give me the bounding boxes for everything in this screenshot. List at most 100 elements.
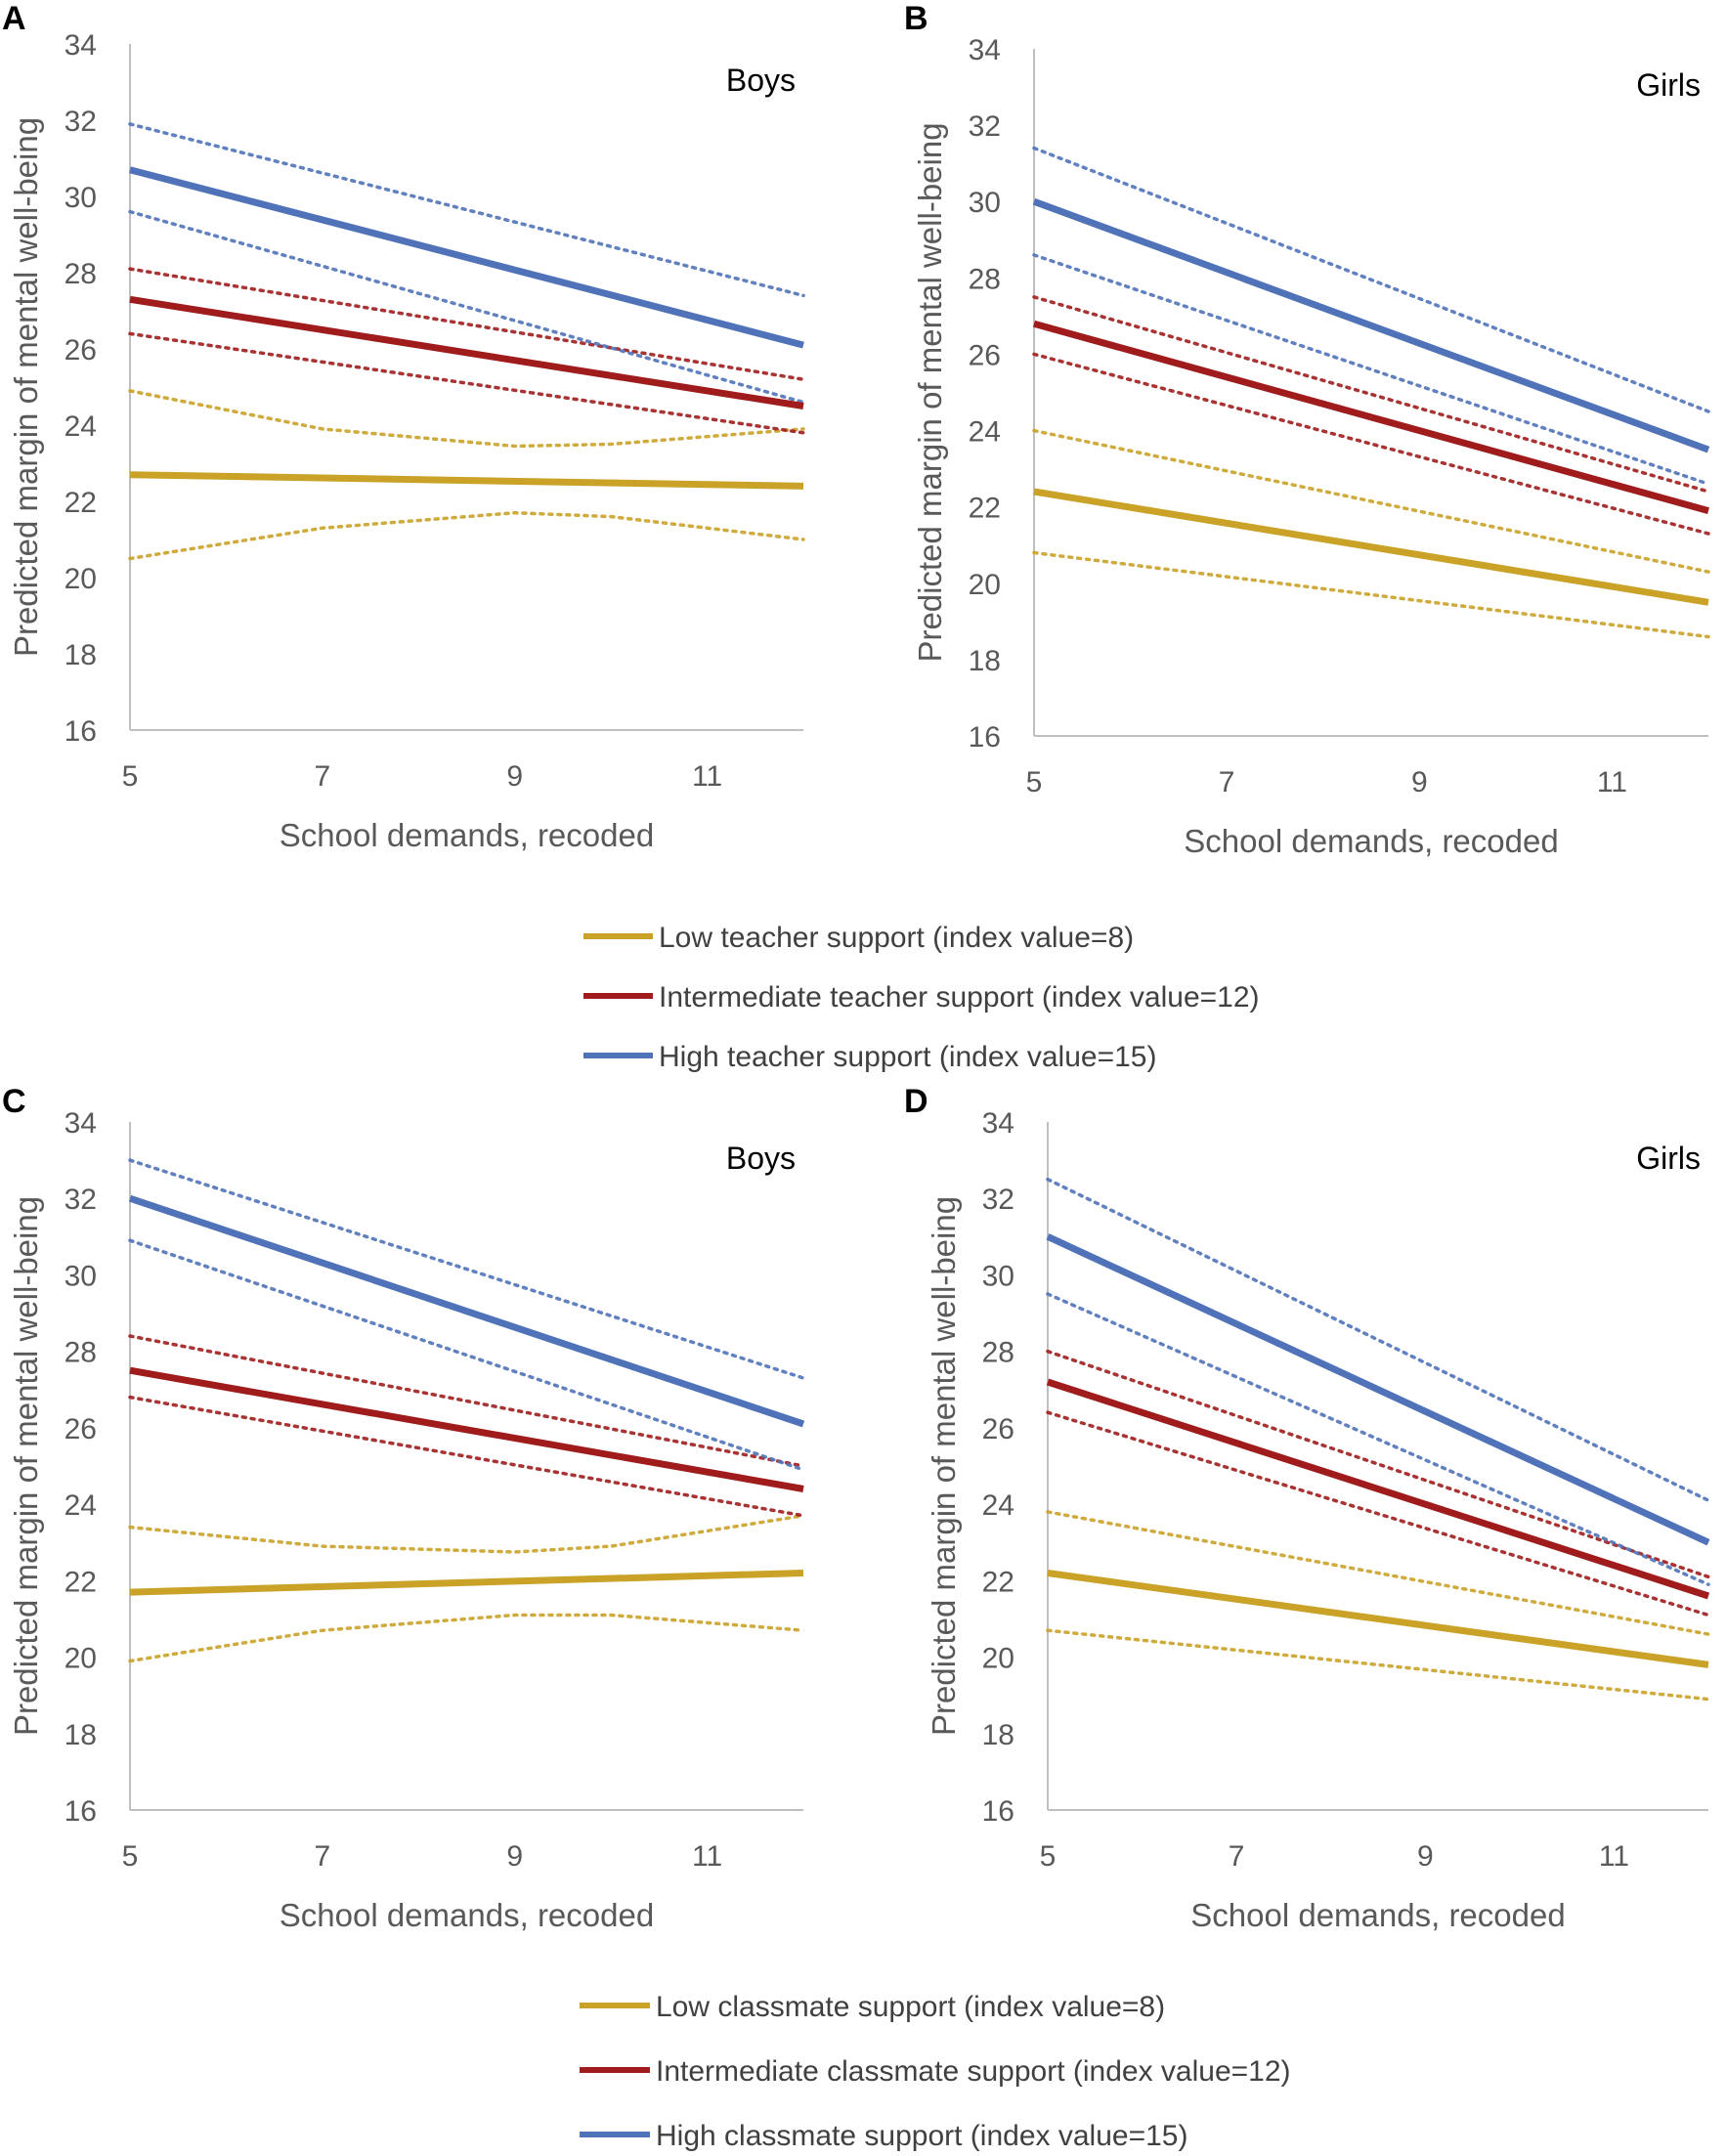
y-tick-label: 18 <box>65 639 97 671</box>
chart-panel-a: 16 18 20 22 24 26 28 30 32 34 5 7 9 11 School demands,… <box>2 0 805 853</box>
y-tick-label: 22 <box>65 1566 97 1598</box>
series-low-line <box>1047 1570 1709 1668</box>
y-tick-label: 28 <box>982 1337 1014 1369</box>
series-high-line <box>1032 197 1710 453</box>
series-high-ci-upper-line <box>128 122 805 298</box>
y-tick-label: 20 <box>65 1643 97 1675</box>
series-high-ci-upper-line <box>128 1158 805 1380</box>
panel-subtitle: Girls <box>1636 1141 1701 1176</box>
x-tick-label: 5 <box>122 1840 139 1873</box>
y-tick-label: 32 <box>982 1184 1014 1216</box>
y-tick-label: 20 <box>969 569 1001 601</box>
legend-label: High classmate support (index value=15) <box>656 2120 1187 2152</box>
series-intermediate-line <box>129 1366 804 1492</box>
legend-label: Low teacher support (index value=8) <box>659 922 1134 954</box>
panel-subtitle: Boys <box>726 63 796 98</box>
series-high-line <box>129 166 804 349</box>
series-high-ci-lower-line <box>128 209 805 405</box>
y-tick-label: 24 <box>65 410 97 443</box>
y-tick-label: 34 <box>65 29 97 62</box>
y-tick-label: 34 <box>982 1107 1014 1140</box>
y-tick-label: 34 <box>969 34 1001 66</box>
series-intermediate-ci-lower-line <box>128 1395 805 1518</box>
series-low-ci-lower-line <box>128 510 805 561</box>
y-tick-label: 30 <box>982 1260 1014 1292</box>
x-axis-title: School demands, recoded <box>280 817 654 853</box>
y-tick-label: 24 <box>969 416 1001 449</box>
legend-classmate-support: Low classmate support (index value=8) Int… <box>580 1991 1291 2152</box>
x-tick-label: 11 <box>1597 766 1627 798</box>
x-tick-label: 5 <box>1026 766 1043 798</box>
series-intermediate-ci-lower-line <box>1032 352 1710 536</box>
chart-panel-d: 16 18 20 22 24 26 28 30 32 34 5 7 9 11 School demands,… <box>904 1083 1710 1933</box>
x-tick-label: 11 <box>692 1840 722 1873</box>
panel-letter: B <box>904 0 928 37</box>
series-low-ci-lower-line <box>128 1613 805 1663</box>
y-tick-label: 16 <box>65 1795 97 1828</box>
legend-teacher-support: Low teacher support (index value=8) Inter… <box>583 922 1260 1073</box>
y-tick-label: 26 <box>982 1413 1014 1445</box>
y-tick-label: 18 <box>65 1719 97 1751</box>
y-axis-title: Predicted margin of mental well-being <box>8 1196 44 1736</box>
panel-subtitle: Girls <box>1636 67 1701 103</box>
y-axis-title: Predicted margin of mental well-being <box>926 1196 962 1736</box>
x-tick-label: 9 <box>506 1840 523 1873</box>
y-tick-label: 32 <box>65 106 97 138</box>
y-tick-label: 32 <box>65 1184 97 1216</box>
series-low-ci-upper-line <box>128 1514 805 1554</box>
series-intermediate-ci-upper-line <box>128 267 805 381</box>
series-low-ci-lower-line <box>1032 550 1710 639</box>
panel-subtitle: Boys <box>726 1141 796 1176</box>
series-intermediate-ci-upper-line <box>1032 295 1710 494</box>
y-tick-label: 16 <box>969 721 1001 754</box>
chart-panel-c: 16 18 20 22 24 26 28 30 32 34 5 7 9 11 School demands,… <box>2 1083 805 1933</box>
series-high-ci-lower-line <box>128 1238 805 1472</box>
series-intermediate-ci-upper-line <box>1046 1349 1710 1579</box>
series-low-line <box>1033 488 1709 606</box>
x-tick-label: 9 <box>1411 766 1428 798</box>
y-tick-label: 22 <box>969 493 1001 525</box>
x-axis-title: School demands, recoded <box>1184 823 1558 859</box>
series-intermediate-line <box>1046 1378 1710 1600</box>
panel-letter: C <box>2 1083 26 1120</box>
y-tick-label: 26 <box>969 339 1001 371</box>
y-tick-label: 28 <box>65 258 97 290</box>
y-axis-title: Predicted margin of mental well-being <box>8 117 44 657</box>
series-low-ci-upper-line <box>128 389 805 449</box>
panel-letter: A <box>2 0 26 37</box>
y-tick-label: 16 <box>65 715 97 748</box>
panel-letter: D <box>904 1083 928 1120</box>
y-tick-label: 18 <box>982 1719 1014 1751</box>
y-tick-label: 24 <box>65 1489 97 1522</box>
legend-label: High teacher support (index value=15) <box>659 1041 1156 1073</box>
chart-panel-b: 16 18 20 22 24 26 28 30 32 34 5 7 9 11 School demands,… <box>904 0 1710 859</box>
series-high-ci-lower-line <box>1046 1292 1710 1586</box>
series-intermediate-ci-lower-line <box>128 331 805 435</box>
x-tick-label: 7 <box>315 1840 331 1873</box>
y-tick-label: 34 <box>65 1107 97 1140</box>
legend-label: Intermediate classmate support (index va… <box>656 2055 1291 2088</box>
series-high-ci-lower-line <box>1032 253 1710 486</box>
series-low-ci-lower-line <box>1046 1628 1710 1702</box>
series-high-line <box>128 1194 805 1428</box>
series-low-line <box>129 471 804 490</box>
x-tick-label: 9 <box>1417 1840 1434 1873</box>
x-tick-label: 5 <box>122 760 139 793</box>
y-tick-label: 20 <box>65 563 97 595</box>
x-tick-label: 7 <box>1229 1840 1245 1873</box>
x-axis-title: School demands, recoded <box>1190 1897 1565 1933</box>
y-tick-label: 26 <box>65 1413 97 1445</box>
x-tick-label: 7 <box>315 760 331 793</box>
y-tick-label: 16 <box>982 1795 1014 1828</box>
series-intermediate-ci-lower-line <box>1046 1410 1710 1617</box>
x-tick-label: 7 <box>1219 766 1235 798</box>
series-low-ci-upper-line <box>1032 428 1710 574</box>
legend-label: Low classmate support (index value=8) <box>656 1991 1165 2023</box>
series-low-ci-upper-line <box>1046 1510 1710 1636</box>
series-low-line <box>129 1570 804 1596</box>
y-tick-label: 28 <box>65 1337 97 1369</box>
y-tick-label: 20 <box>982 1643 1014 1675</box>
y-tick-label: 24 <box>982 1489 1014 1522</box>
x-tick-label: 11 <box>692 760 722 793</box>
